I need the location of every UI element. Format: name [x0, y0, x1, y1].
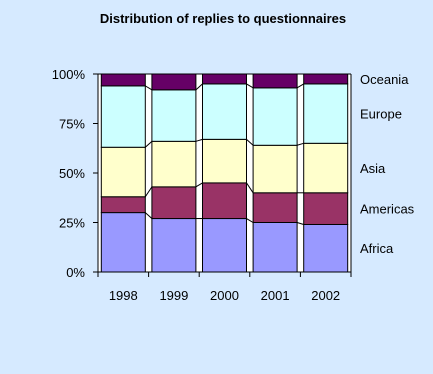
series-line-europe-3 — [296, 83, 304, 89]
bar-americas-1998 — [100, 196, 146, 214]
legend-label-americas: Americas — [360, 202, 415, 217]
series-line-americas-1 — [195, 182, 203, 188]
y-tick-label: 25% — [59, 216, 85, 231]
bar-asia-1998 — [100, 146, 146, 198]
bar-europe-2002 — [303, 83, 349, 144]
y-tick-label: 50% — [59, 166, 85, 181]
bar-oceania-2002 — [303, 73, 349, 85]
bar-oceania-2001 — [252, 73, 298, 89]
y-tick-label: 0% — [66, 265, 85, 280]
bar-africa-2002 — [303, 223, 349, 273]
series-line-americas-0 — [144, 186, 153, 198]
bar-europe-2001 — [252, 87, 298, 146]
series-line-africa-0 — [144, 212, 153, 219]
axes-group: 0% 25% 50% 75% 100% 1998 1999 2000 2001 2002 — [52, 67, 352, 303]
legend-label-africa: Africa — [360, 241, 394, 256]
series-lines-group — [144, 83, 304, 225]
series-line-europe-0 — [145, 85, 153, 91]
bar-asia-2002 — [303, 142, 349, 194]
legend-label-europe: Europe — [360, 107, 402, 122]
bar-africa-1998 — [100, 212, 146, 273]
series-line-europe-2 — [246, 83, 254, 89]
chart-title: Distribution of replies to questionnaire… — [100, 11, 346, 26]
bars-group — [100, 73, 349, 273]
bar-europe-1998 — [100, 85, 146, 148]
legend-label-asia: Asia — [360, 161, 386, 176]
bar-africa-2001 — [252, 222, 298, 273]
bar-americas-2000 — [202, 182, 247, 220]
legend-label-oceania: Oceania — [360, 72, 409, 87]
series-line-asia-1 — [195, 138, 203, 142]
bar-asia-2000 — [202, 138, 247, 184]
y-tick-label: 100% — [52, 67, 86, 82]
bar-oceania-2000 — [202, 73, 247, 85]
series-line-asia-2 — [246, 138, 254, 146]
bar-europe-1999 — [151, 89, 197, 142]
y-tick-label: 75% — [59, 117, 85, 132]
bar-americas-2002 — [303, 192, 349, 225]
bar-americas-2001 — [252, 192, 298, 224]
bar-africa-2000 — [202, 218, 247, 273]
bar-americas-1999 — [151, 186, 197, 220]
bar-africa-1999 — [151, 218, 197, 273]
x-tick-label: 2002 — [311, 288, 340, 303]
series-line-asia-3 — [296, 142, 304, 146]
bar-asia-1999 — [151, 140, 197, 188]
bar-asia-2001 — [252, 144, 298, 194]
x-tick-label: 2000 — [210, 288, 239, 303]
bar-europe-2000 — [202, 83, 247, 140]
bar-oceania-1998 — [100, 73, 146, 87]
x-tick-label: 1999 — [159, 288, 188, 303]
x-tick-label: 2001 — [261, 288, 290, 303]
series-line-africa-3 — [296, 222, 304, 225]
series-line-europe-1 — [195, 83, 203, 91]
x-tick-label: 1998 — [109, 288, 138, 303]
legend-group: Africa Americas Asia Europe Oceania — [360, 72, 415, 256]
series-line-americas-2 — [246, 182, 254, 194]
series-line-africa-2 — [246, 218, 254, 223]
series-line-asia-0 — [144, 140, 153, 148]
bar-oceania-1999 — [151, 73, 197, 91]
